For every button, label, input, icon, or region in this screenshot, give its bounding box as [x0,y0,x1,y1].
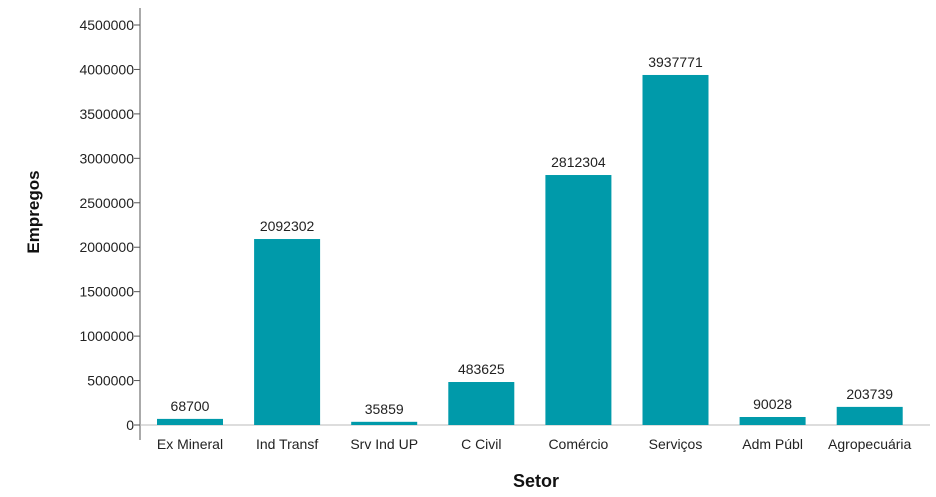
y-tick-label: 0 [126,417,134,433]
x-tick-label: Srv Ind UP [350,436,418,452]
bar [448,382,515,425]
x-tick-label: Ind Transf [256,436,318,452]
bar [642,74,709,425]
x-axis-title: Setor [513,471,559,491]
y-tick-label: 2000000 [79,239,134,255]
y-tick-label: 4500000 [79,17,134,33]
bar [545,175,612,425]
bar [254,239,321,425]
data-label: 3937771 [648,54,703,70]
bar [836,406,903,425]
data-labels-group: 68700 2092302 35859 483625 2812304 3937771 900… [171,54,894,417]
y-axis-ticks: 0 500000 1000000 1500000 2000000 2500000 30000… [79,17,140,433]
data-label: 68700 [171,398,210,414]
data-label: 2812304 [551,154,606,170]
x-tick-label: Ex Mineral [157,436,223,452]
x-tick-label: Comércio [548,436,608,452]
y-tick-label: 1500000 [79,284,134,300]
bar [351,421,418,425]
y-tick-label: 500000 [87,373,134,389]
y-tick-label: 3000000 [79,150,134,166]
y-axis-title: Empregos [24,170,43,253]
x-tick-label: Agropecuária [828,436,911,452]
bars-group [157,74,903,425]
x-tick-label: C Civil [461,436,501,452]
data-label: 203739 [846,386,893,402]
bar [157,418,223,425]
data-label: 2092302 [260,218,315,234]
x-axis-ticks: Ex Mineral Ind Transf Srv Ind UP C Civil Com… [157,436,912,452]
y-tick-label: 2500000 [79,195,134,211]
x-tick-label: Adm Públ [742,436,803,452]
data-label: 35859 [365,401,404,417]
y-tick-label: 4000000 [79,61,134,77]
y-tick-label: 1000000 [79,328,134,344]
data-label: 90028 [753,396,792,412]
x-tick-label: Serviços [649,436,703,452]
bar [739,416,806,425]
y-tick-label: 3500000 [79,106,134,122]
data-label: 483625 [458,361,505,377]
